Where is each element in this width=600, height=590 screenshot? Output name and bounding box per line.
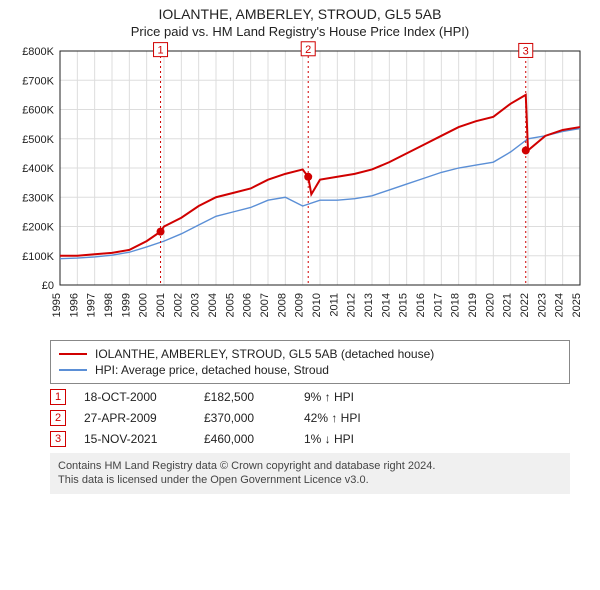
header: IOLANTHE, AMBERLEY, STROUD, GL5 5AB Pric… xyxy=(0,0,600,41)
svg-text:2005: 2005 xyxy=(224,293,236,317)
svg-text:2015: 2015 xyxy=(398,293,410,317)
svg-text:2004: 2004 xyxy=(207,293,219,317)
event-row: 1 18-OCT-2000 £182,500 9% ↑ HPI xyxy=(50,389,570,405)
event-delta: 1% ↓ HPI xyxy=(304,432,424,446)
svg-text:£500K: £500K xyxy=(22,134,54,146)
svg-text:£800K: £800K xyxy=(22,46,54,58)
svg-text:1998: 1998 xyxy=(103,293,115,317)
page-subtitle: Price paid vs. HM Land Registry's House … xyxy=(0,24,600,39)
event-delta: 42% ↑ HPI xyxy=(304,411,424,425)
svg-text:£300K: £300K xyxy=(22,192,54,204)
price-chart: £0 £100K £200K £300K £400K £500K £600K £700K £80… xyxy=(10,41,590,334)
svg-text:£200K: £200K xyxy=(22,222,54,234)
svg-text:2011: 2011 xyxy=(328,293,340,317)
svg-text:2017: 2017 xyxy=(432,293,444,317)
svg-text:2023: 2023 xyxy=(536,293,548,317)
svg-text:1999: 1999 xyxy=(120,293,132,317)
svg-text:2: 2 xyxy=(305,44,311,56)
svg-text:2000: 2000 xyxy=(138,293,150,317)
event-price: £370,000 xyxy=(204,411,304,425)
svg-text:2018: 2018 xyxy=(450,293,462,317)
event-price: £182,500 xyxy=(204,390,304,404)
svg-text:1: 1 xyxy=(157,45,163,57)
chart-svg: £0 £100K £200K £300K £400K £500K £600K £700K £80… xyxy=(10,41,590,331)
svg-text:2008: 2008 xyxy=(276,293,288,317)
svg-text:2002: 2002 xyxy=(172,293,184,317)
svg-text:2014: 2014 xyxy=(380,293,392,317)
event-row: 3 15-NOV-2021 £460,000 1% ↓ HPI xyxy=(50,431,570,447)
legend: IOLANTHE, AMBERLEY, STROUD, GL5 5AB (det… xyxy=(50,340,570,384)
svg-text:1996: 1996 xyxy=(68,293,80,317)
svg-text:£600K: £600K xyxy=(22,105,54,117)
svg-text:1997: 1997 xyxy=(86,293,98,317)
event-badge: 3 xyxy=(50,431,66,447)
footer-attribution: Contains HM Land Registry data © Crown c… xyxy=(50,453,570,494)
svg-text:2009: 2009 xyxy=(294,293,306,317)
event-price: £460,000 xyxy=(204,432,304,446)
legend-swatch xyxy=(59,369,87,371)
legend-label: IOLANTHE, AMBERLEY, STROUD, GL5 5AB (det… xyxy=(95,347,434,361)
svg-text:£100K: £100K xyxy=(22,251,54,263)
svg-text:2001: 2001 xyxy=(155,293,167,317)
legend-item: HPI: Average price, detached house, Stro… xyxy=(59,363,561,377)
footer-line: This data is licensed under the Open Gov… xyxy=(58,473,562,487)
svg-text:£700K: £700K xyxy=(22,75,54,87)
svg-text:2013: 2013 xyxy=(363,293,375,317)
svg-text:£0: £0 xyxy=(42,280,54,292)
svg-text:2019: 2019 xyxy=(467,293,479,317)
svg-text:3: 3 xyxy=(523,45,529,57)
event-date: 18-OCT-2000 xyxy=(84,390,204,404)
svg-text:2006: 2006 xyxy=(242,293,254,317)
legend-label: HPI: Average price, detached house, Stro… xyxy=(95,363,329,377)
svg-text:2010: 2010 xyxy=(311,293,323,317)
svg-text:2003: 2003 xyxy=(190,293,202,317)
legend-swatch xyxy=(59,353,87,355)
svg-text:2025: 2025 xyxy=(571,293,583,317)
svg-text:2007: 2007 xyxy=(259,293,271,317)
legend-item: IOLANTHE, AMBERLEY, STROUD, GL5 5AB (det… xyxy=(59,347,561,361)
footer-line: Contains HM Land Registry data © Crown c… xyxy=(58,459,562,473)
svg-text:2012: 2012 xyxy=(346,293,358,317)
events-table: 1 18-OCT-2000 £182,500 9% ↑ HPI 2 27-APR… xyxy=(50,389,570,447)
event-badge: 1 xyxy=(50,389,66,405)
svg-text:2020: 2020 xyxy=(484,293,496,317)
svg-text:£400K: £400K xyxy=(22,163,54,175)
event-badge: 2 xyxy=(50,410,66,426)
event-date: 27-APR-2009 xyxy=(84,411,204,425)
event-row: 2 27-APR-2009 £370,000 42% ↑ HPI xyxy=(50,410,570,426)
svg-text:2024: 2024 xyxy=(554,293,566,317)
svg-text:2016: 2016 xyxy=(415,293,427,317)
event-date: 15-NOV-2021 xyxy=(84,432,204,446)
event-delta: 9% ↑ HPI xyxy=(304,390,424,404)
page-title: IOLANTHE, AMBERLEY, STROUD, GL5 5AB xyxy=(0,6,600,22)
svg-text:1995: 1995 xyxy=(51,293,63,317)
svg-text:2021: 2021 xyxy=(502,293,514,317)
svg-text:2022: 2022 xyxy=(519,293,531,317)
